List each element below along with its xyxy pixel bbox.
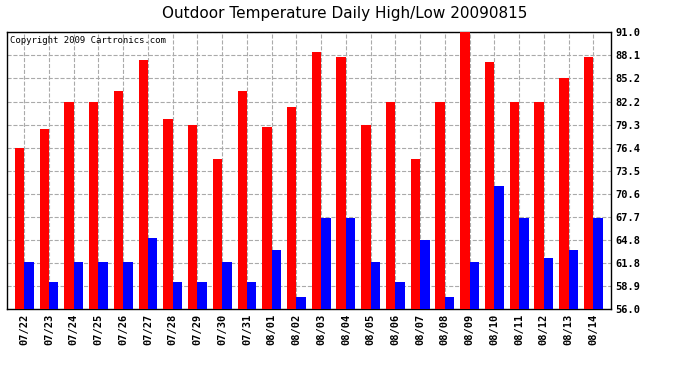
Bar bbox=[64, 102, 74, 309]
Bar bbox=[371, 262, 380, 309]
Bar bbox=[14, 148, 24, 309]
Bar bbox=[362, 124, 371, 309]
Text: Copyright 2009 Cartronics.com: Copyright 2009 Cartronics.com bbox=[10, 36, 166, 45]
Bar bbox=[39, 129, 49, 309]
Bar bbox=[321, 218, 331, 309]
Bar bbox=[411, 159, 420, 309]
Bar bbox=[485, 62, 494, 309]
Bar bbox=[297, 297, 306, 309]
Bar bbox=[188, 124, 197, 309]
Bar bbox=[337, 57, 346, 309]
Bar bbox=[262, 127, 272, 309]
Bar bbox=[247, 282, 256, 309]
Text: Outdoor Temperature Daily High/Low 20090815: Outdoor Temperature Daily High/Low 20090… bbox=[162, 6, 528, 21]
Bar bbox=[420, 240, 429, 309]
Bar bbox=[24, 262, 34, 309]
Bar bbox=[148, 238, 157, 309]
Bar bbox=[172, 282, 182, 309]
Bar bbox=[124, 262, 132, 309]
Bar bbox=[99, 262, 108, 309]
Bar bbox=[569, 250, 578, 309]
Bar bbox=[164, 119, 172, 309]
Bar bbox=[535, 102, 544, 309]
Bar bbox=[395, 282, 405, 309]
Bar bbox=[386, 102, 395, 309]
Bar bbox=[237, 92, 247, 309]
Bar bbox=[584, 57, 593, 309]
Bar bbox=[272, 250, 281, 309]
Bar bbox=[445, 297, 454, 309]
Bar bbox=[435, 102, 445, 309]
Bar bbox=[510, 102, 519, 309]
Bar bbox=[197, 282, 207, 309]
Bar bbox=[287, 107, 297, 309]
Bar bbox=[470, 262, 479, 309]
Bar bbox=[222, 262, 232, 309]
Bar bbox=[312, 52, 321, 309]
Bar bbox=[346, 218, 355, 309]
Bar bbox=[544, 258, 553, 309]
Bar bbox=[213, 159, 222, 309]
Bar bbox=[74, 262, 83, 309]
Bar bbox=[494, 186, 504, 309]
Bar bbox=[89, 102, 99, 309]
Bar bbox=[559, 78, 569, 309]
Bar bbox=[460, 32, 470, 309]
Bar bbox=[519, 218, 529, 309]
Bar bbox=[139, 60, 148, 309]
Bar bbox=[49, 282, 59, 309]
Bar bbox=[593, 218, 603, 309]
Bar bbox=[114, 92, 124, 309]
